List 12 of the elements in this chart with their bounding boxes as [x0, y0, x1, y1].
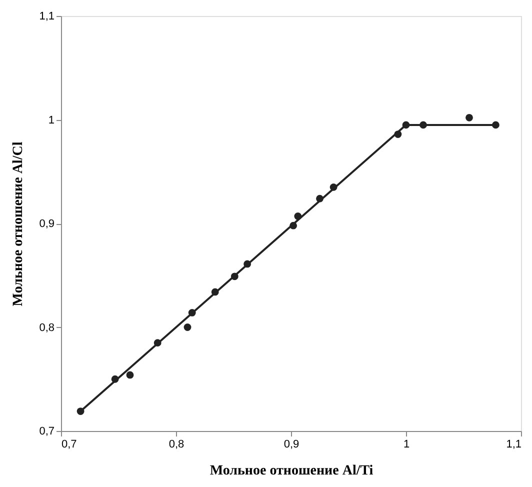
- y-tick-label: 1,1: [39, 10, 54, 22]
- y-tick-label: 1: [48, 114, 54, 126]
- x-tick-label: 0,7: [62, 438, 77, 450]
- y-tick-label: 0,8: [39, 322, 54, 334]
- y-tick-label: 0,9: [39, 218, 54, 230]
- x-tick-label: 0,9: [284, 438, 300, 450]
- y-axis-title: Мольное отношение Al/Cl: [11, 142, 26, 306]
- x-tick-label: 1,1: [506, 438, 522, 450]
- y-tick-label: 0,7: [39, 426, 54, 438]
- x-tick-label: 1: [403, 438, 410, 450]
- x-tick-label: 0,8: [168, 438, 184, 450]
- x-axis-title: Мольное отношение Al/Ti: [210, 464, 374, 478]
